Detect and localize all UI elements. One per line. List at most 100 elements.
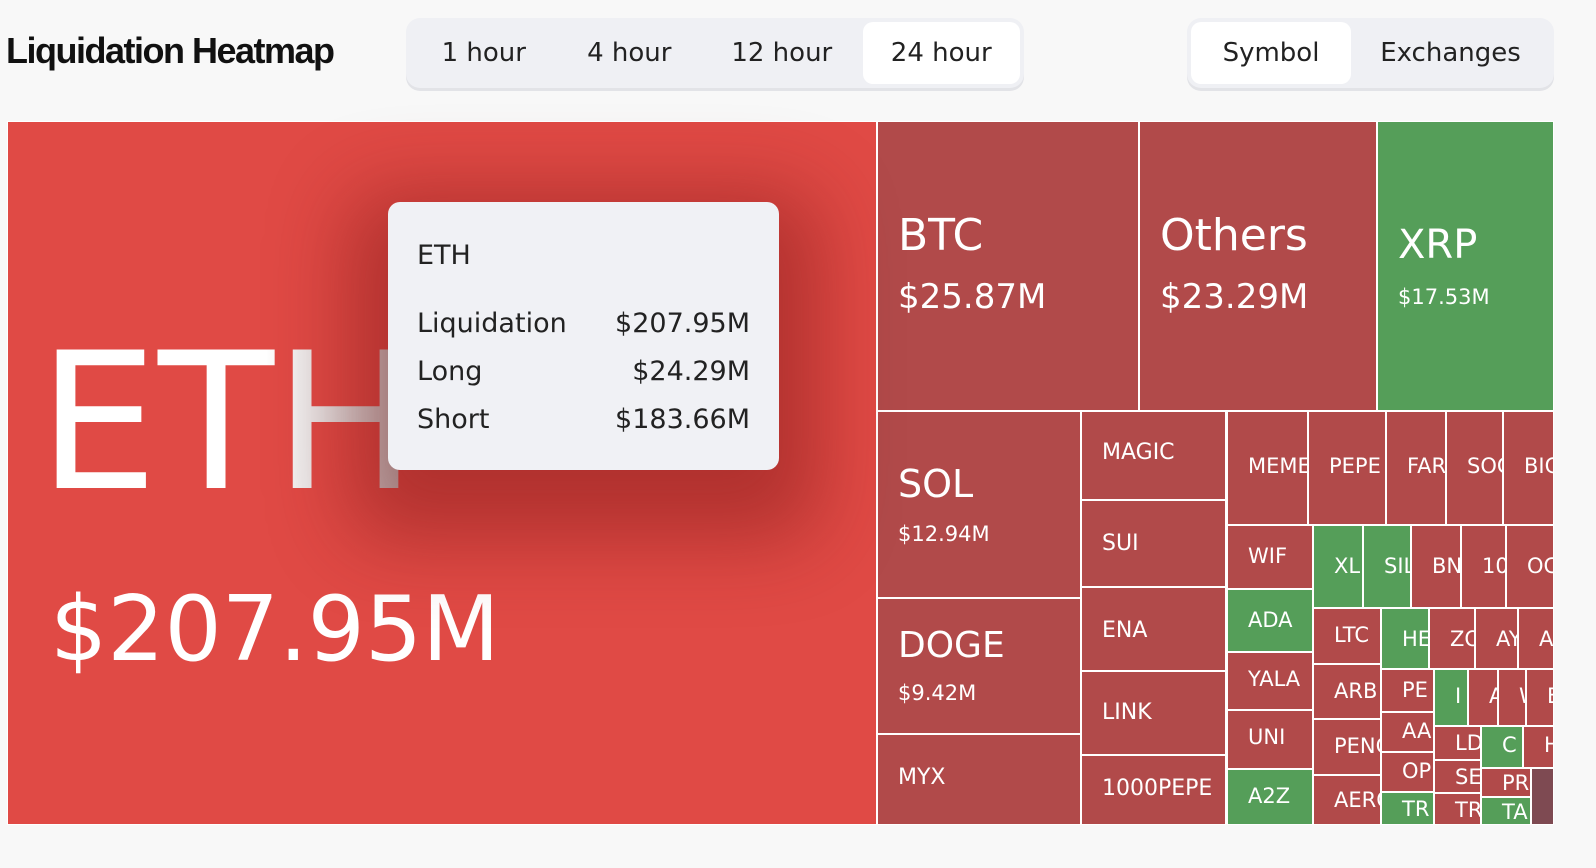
tab-24-hour[interactable]: 24 hour	[862, 22, 1020, 84]
cell-symbol: PEPE	[1329, 454, 1381, 478]
cell-symbol: TA	[1502, 800, 1528, 824]
cell-symbol: AERO	[1334, 788, 1380, 812]
cell-symbol: E	[1547, 684, 1553, 708]
treemap-cell-ld[interactable]: LD	[1434, 726, 1481, 760]
tab-exchanges[interactable]: Exchanges	[1380, 38, 1521, 68]
treemap-cell-ta[interactable]: TA	[1481, 797, 1531, 825]
treemap-cell-pe[interactable]: PE	[1381, 669, 1434, 712]
cell-symbol: ADA	[1248, 608, 1293, 632]
treemap-cell-as[interactable]: AS	[1518, 608, 1554, 669]
cell-symbol: HE	[1402, 627, 1429, 651]
tab-symbol[interactable]: Symbol	[1191, 22, 1351, 84]
cell-symbol: SE	[1455, 765, 1481, 789]
treemap-cell-c[interactable]: C	[1481, 726, 1523, 768]
treemap-cell-meme[interactable]: MEME	[1227, 411, 1308, 525]
treemap-cell-others[interactable]: Others $23.29M	[1139, 121, 1377, 411]
tooltip: ETH Liquidation $207.95M Long $24.29M Shor…	[388, 202, 779, 470]
cell-symbol: YALA	[1248, 667, 1301, 691]
cell-symbol: UNI	[1248, 725, 1286, 749]
treemap-cell-ada[interactable]: ADA	[1227, 589, 1313, 652]
cell-symbol: WIF	[1248, 544, 1288, 568]
cell-symbol: A	[1489, 684, 1497, 708]
treemap-cell-e[interactable]: E	[1526, 669, 1554, 726]
cell-value: $25.87M	[898, 277, 1047, 317]
treemap-cell-op[interactable]: OP	[1381, 752, 1434, 792]
treemap-cell-xlm[interactable]: XLM	[1313, 525, 1363, 608]
treemap-cell-peng[interactable]: PENG	[1313, 719, 1381, 775]
cell-symbol: LD	[1455, 731, 1481, 755]
cell-value: $207.95M	[50, 577, 500, 682]
treemap-cell-arb[interactable]: ARB	[1313, 664, 1381, 719]
treemap-cell-a[interactable]: A	[1468, 669, 1498, 726]
tooltip-label: Long	[417, 356, 483, 387]
treemap-cell-ay[interactable]: AY	[1475, 608, 1518, 669]
treemap-cell-sol[interactable]: SOL $12.94M	[877, 411, 1081, 598]
cell-symbol: Others	[1160, 210, 1308, 261]
treemap-cell-big[interactable]: BIG	[1503, 411, 1554, 525]
treemap-cell-doge[interactable]: DOGE $9.42M	[877, 598, 1081, 734]
cell-symbol: AA	[1402, 719, 1432, 743]
cell-symbol: LINK	[1102, 700, 1152, 725]
treemap-cell-h[interactable]: H	[1523, 726, 1554, 768]
tab-12-hour[interactable]: 12 hour	[731, 38, 833, 68]
cell-symbol: XLM	[1334, 554, 1362, 578]
tab-4-hour[interactable]: 4 hour	[587, 38, 672, 68]
cell-symbol: MYX	[898, 765, 946, 790]
treemap-cell-10[interactable]: 10	[1461, 525, 1506, 608]
treemap-cell-xrp[interactable]: XRP $17.53M	[1377, 121, 1554, 411]
tooltip-row-short: Short $183.66M	[417, 404, 750, 435]
treemap-cell-link[interactable]: LINK	[1081, 671, 1226, 755]
tooltip-symbol: ETH	[417, 240, 471, 271]
cell-symbol: H	[1544, 733, 1553, 757]
treemap-cell-oc[interactable]: OC	[1506, 525, 1554, 608]
treemap-cell-uni[interactable]: UNI	[1227, 710, 1313, 769]
treemap-cell-aa[interactable]: AA	[1381, 712, 1434, 752]
cell-symbol: PENG	[1334, 734, 1380, 758]
cell-symbol: SOC	[1467, 454, 1502, 478]
view-selector: Symbol Exchanges	[1187, 18, 1554, 88]
cell-symbol: MAGIC	[1102, 440, 1175, 465]
treemap-cell-ena[interactable]: ENA	[1081, 587, 1226, 671]
cell-symbol: C	[1502, 733, 1517, 757]
treemap-cell-myx[interactable]: MYX	[877, 734, 1081, 825]
treemap-cell-i[interactable]: I	[1434, 669, 1468, 726]
treemap-cell-far[interactable]: FAR	[1386, 411, 1446, 525]
treemap-cell-se[interactable]: SE	[1434, 760, 1481, 793]
treemap-cell-tr[interactable]: TR	[1434, 793, 1481, 825]
cell-symbol: BN	[1432, 554, 1461, 578]
treemap-cell-zo[interactable]: ZO	[1429, 608, 1475, 669]
cell-symbol: ENA	[1102, 618, 1148, 643]
cell-symbol: AY	[1496, 627, 1517, 651]
treemap-cell-magic[interactable]: MAGIC	[1081, 411, 1226, 500]
cell-symbol: SIL	[1384, 554, 1410, 578]
cell-value: $23.29M	[1160, 277, 1309, 317]
cell-symbol: PR	[1502, 771, 1530, 795]
cell-symbol: OP	[1402, 759, 1432, 783]
treemap-cell-a2z[interactable]: A2Z	[1227, 769, 1313, 825]
cell-value: $17.53M	[1398, 285, 1490, 309]
cell-symbol: A2Z	[1248, 784, 1291, 808]
time-range-selector: 1 hour 4 hour 12 hour 24 hour	[406, 18, 1024, 88]
treemap-cell-pepe[interactable]: PEPE	[1308, 411, 1386, 525]
cell-symbol: ARB	[1334, 679, 1378, 703]
treemap-cell-pr[interactable]: PR	[1481, 768, 1531, 797]
treemap-cell-sil[interactable]: SIL	[1363, 525, 1411, 608]
treemap-cell-other[interactable]	[1531, 768, 1554, 825]
cell-symbol: XRP	[1398, 222, 1478, 268]
treemap-cell-wif[interactable]: WIF	[1227, 525, 1313, 589]
cell-symbol: W	[1519, 684, 1525, 708]
treemap-cell-yala[interactable]: YALA	[1227, 652, 1313, 710]
treemap-cell-1000pepe[interactable]: 1000PEPE	[1081, 755, 1226, 825]
treemap-cell-bn[interactable]: BN	[1411, 525, 1461, 608]
treemap-cell-soc[interactable]: SOC	[1446, 411, 1503, 525]
tab-1-hour[interactable]: 1 hour	[441, 38, 526, 68]
treemap-cell-he[interactable]: HE	[1381, 608, 1429, 669]
treemap-cell-tr[interactable]: TR	[1381, 792, 1434, 825]
treemap-cell-sui[interactable]: SUI	[1081, 500, 1226, 587]
treemap-cell-aero[interactable]: AERO	[1313, 775, 1381, 825]
cell-symbol: SUI	[1102, 531, 1139, 556]
treemap-cell-btc[interactable]: BTC $25.87M	[877, 121, 1139, 411]
treemap-cell-ltc[interactable]: LTC	[1313, 608, 1381, 664]
treemap-cell-w[interactable]: W	[1498, 669, 1526, 726]
cell-symbol: TR	[1402, 797, 1430, 821]
